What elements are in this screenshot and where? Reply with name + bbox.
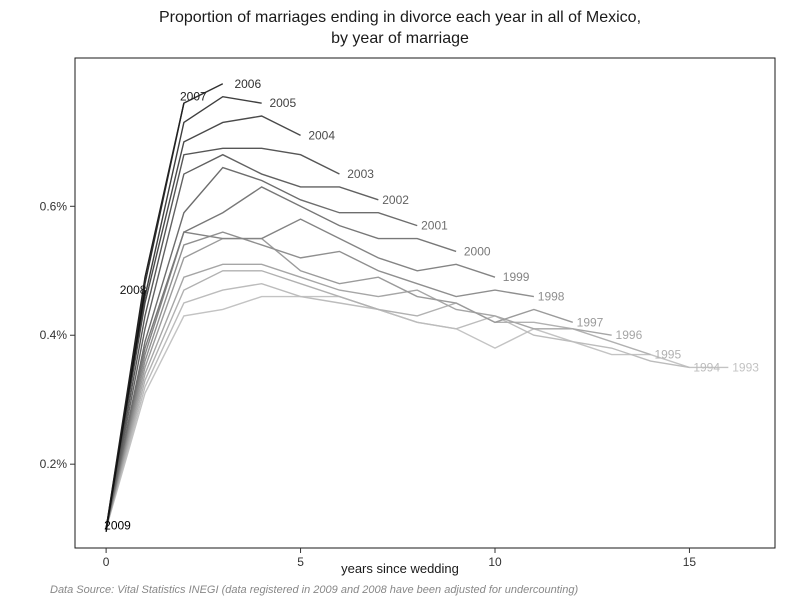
cohort-label-1993: 1993 [732,360,759,374]
cohort-label-1998: 1998 [538,290,565,304]
y-tick-label: 0.6% [40,199,68,213]
cohort-label-1996: 1996 [616,328,643,342]
x-tick-label: 0 [103,555,110,569]
cohort-label-1997: 1997 [577,315,604,329]
cohort-label-2008: 2008 [120,283,147,297]
cohort-label-2004: 2004 [308,128,335,142]
chart-svg: 1993 1994 1995 1996 1997 1998 1999 2000 2001 2002… [0,0,800,600]
y-tick-label: 0.4% [40,328,68,342]
chart-container: Proportion of marriages ending in divorc… [0,0,800,600]
y-tick-label: 0.2% [40,457,68,471]
cohort-label-2007: 2007 [180,90,207,104]
cohort-label-2009: 2009 [104,518,131,532]
x-tick-label: 5 [297,555,304,569]
cohort-label-2006: 2006 [234,77,261,91]
cohort-label-1999: 1999 [503,270,530,284]
cohort-label-2005: 2005 [269,96,296,110]
cohort-label-1994: 1994 [693,360,720,374]
x-tick-label: 10 [488,555,502,569]
cohort-label-2003: 2003 [347,167,374,181]
cohort-label-1995: 1995 [654,348,681,362]
cohort-label-2001: 2001 [421,219,448,233]
x-tick-label: 15 [683,555,697,569]
cohort-label-2000: 2000 [464,244,491,258]
cohort-label-2002: 2002 [382,193,409,207]
